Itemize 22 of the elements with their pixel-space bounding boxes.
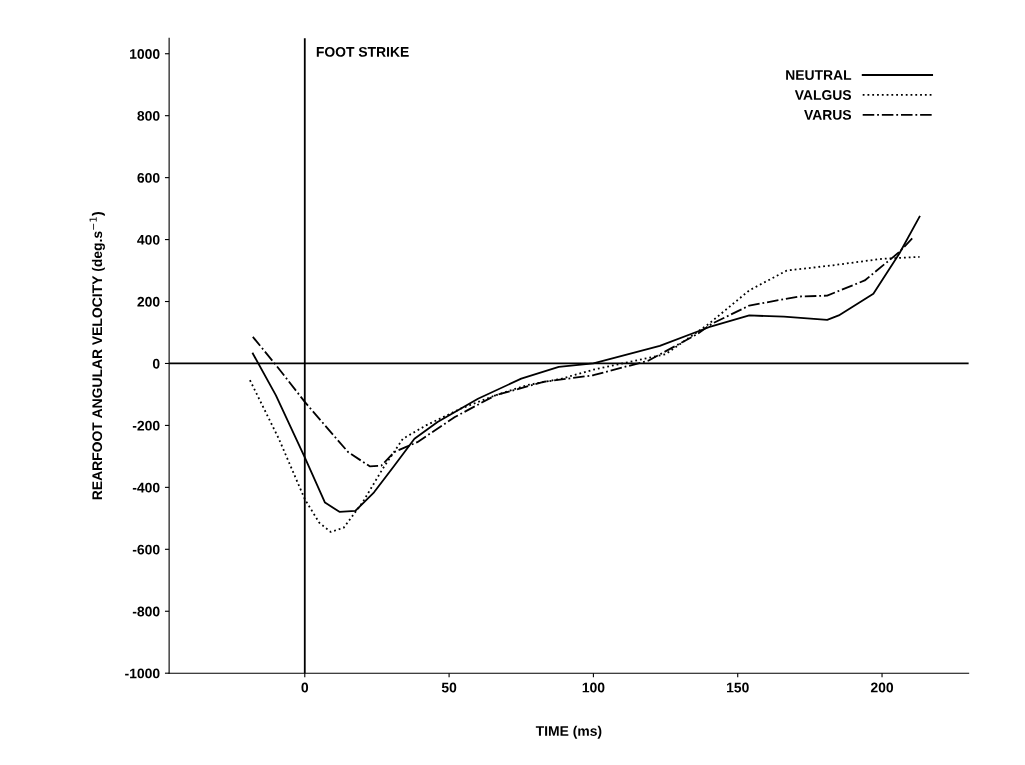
y-axis-title: REARFOOT ANGULAR VELOCITY (deg.s$^{−1}$)	[89, 212, 105, 500]
y-tick-label: -600	[132, 544, 160, 555]
y-tick-label: 0	[152, 358, 160, 369]
y-tick-label: -800	[132, 606, 160, 617]
x-tick-label: 50	[441, 682, 457, 693]
x-tick-label: 200	[870, 682, 894, 693]
y-tick-label: 800	[137, 111, 160, 121]
y-tick-label: -400	[132, 482, 160, 493]
x-tick-label: 100	[582, 682, 605, 693]
y-tick-label: 200	[137, 296, 160, 307]
y-tick-label: -1000	[125, 668, 160, 679]
x-tick-label: 150	[727, 682, 749, 693]
legend-label: VALGUS	[794, 90, 852, 100]
y-tick-label: -200	[132, 420, 160, 431]
legend-label: VARUS	[804, 109, 852, 120]
x-axis-title: TIME (ms)	[535, 725, 602, 739]
y-tick-label: 1000	[130, 49, 160, 59]
y-tick-label: 600	[137, 172, 160, 183]
y-tick-label: 400	[137, 234, 160, 245]
ref-line-label: FOOT STRIKE	[316, 46, 409, 57]
x-tick-label: 0	[301, 682, 309, 693]
legend-label: NEUTRAL	[786, 70, 852, 80]
